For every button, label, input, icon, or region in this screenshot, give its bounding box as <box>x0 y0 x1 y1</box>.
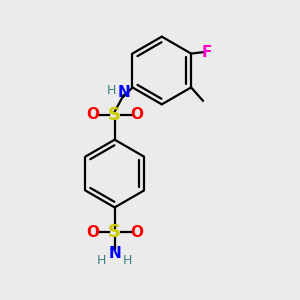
Text: H: H <box>107 84 116 97</box>
Text: H: H <box>123 254 133 267</box>
Text: S: S <box>108 106 121 124</box>
Text: O: O <box>130 107 143 122</box>
Text: O: O <box>86 225 99 240</box>
Text: N: N <box>108 246 121 261</box>
Text: O: O <box>86 107 99 122</box>
Text: F: F <box>202 45 212 60</box>
Text: N: N <box>117 85 130 100</box>
Text: S: S <box>108 224 121 242</box>
Text: H: H <box>97 254 106 267</box>
Text: O: O <box>130 225 143 240</box>
